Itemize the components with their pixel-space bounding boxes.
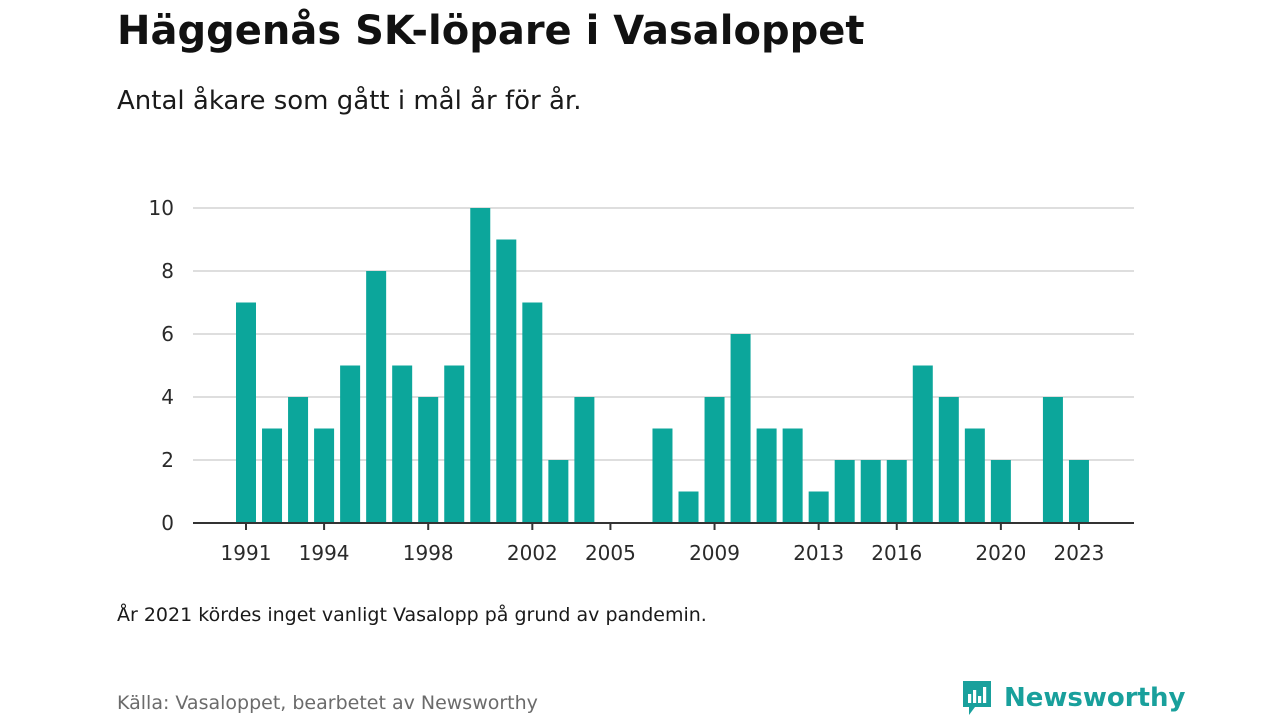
bar-2019: [964, 428, 985, 523]
x-tick-label: 2013: [793, 541, 844, 565]
bar-1992: [262, 428, 283, 523]
gridlines: [193, 207, 1134, 461]
x-tick-label: 1998: [403, 541, 454, 565]
x-tick-label: 1991: [221, 541, 272, 565]
y-tick-label: 0: [161, 511, 174, 535]
y-tick-label: 8: [161, 259, 174, 283]
bar-2002: [522, 302, 543, 523]
y-tick-label: 10: [149, 196, 174, 220]
x-axis-ticks: 1991 1994 1998 2002 2005 2009 2013 2016 2020 2023: [221, 523, 1105, 565]
bar-1996: [366, 271, 387, 523]
bar-2022: [1042, 397, 1063, 523]
bar-2015: [860, 460, 881, 523]
bar-1994: [314, 428, 335, 523]
bar-2010: [730, 334, 751, 523]
bar-1991: [236, 302, 256, 523]
bar-2009: [704, 397, 725, 523]
bar-1999: [444, 365, 465, 523]
bars: [236, 208, 1089, 523]
bar-1997: [392, 365, 413, 523]
bar-2023: [1068, 460, 1089, 523]
y-axis-ticks: 0 2 4 6 8 10: [149, 196, 174, 535]
x-tick-label: 2020: [975, 541, 1026, 565]
chart-title: Häggenås SK-löpare i Vasaloppet: [117, 8, 865, 54]
bar-2020: [990, 460, 1011, 523]
newsworthy-logo-icon: [963, 681, 991, 715]
y-tick-label: 2: [161, 448, 174, 472]
bar-2007: [652, 428, 673, 523]
bar-1995: [340, 365, 361, 523]
x-tick-label: 1994: [299, 541, 350, 565]
chart-note: År 2021 kördes inget vanligt Vasalopp på…: [117, 604, 707, 626]
brand-logo: Newsworthy: [960, 678, 1185, 718]
brand-name: Newsworthy: [1004, 683, 1186, 713]
chart-subtitle: Antal åkare som gått i mål år för år.: [117, 86, 582, 116]
bar-2017: [912, 365, 933, 523]
source-credit: Källa: Vasaloppet, bearbetet av Newswort…: [117, 692, 538, 714]
bar-2003: [548, 460, 569, 523]
bar-1998: [418, 397, 439, 523]
bar-2004: [574, 397, 595, 523]
bar-2000: [470, 208, 491, 523]
x-tick-label: 2023: [1054, 541, 1105, 565]
bar-2018: [938, 397, 959, 523]
x-tick-label: 2005: [585, 541, 636, 565]
y-tick-label: 4: [161, 385, 174, 409]
x-tick-label: 2016: [871, 541, 922, 565]
bar-1993: [288, 397, 309, 523]
bar-2011: [756, 428, 777, 523]
bar-2008: [678, 491, 699, 523]
bar-2016: [886, 460, 907, 523]
x-tick-label: 2002: [507, 541, 558, 565]
bar-2013: [808, 491, 829, 523]
x-tick-label: 2009: [689, 541, 740, 565]
bar-2012: [782, 428, 803, 523]
y-tick-label: 6: [161, 322, 174, 346]
bar-2014: [834, 460, 855, 523]
bar-chart: 0 2 4 6 8 10 1991 1994 1998 2002 2005 2009 2013 2016…: [149, 196, 1134, 565]
bar-2001: [496, 239, 517, 523]
